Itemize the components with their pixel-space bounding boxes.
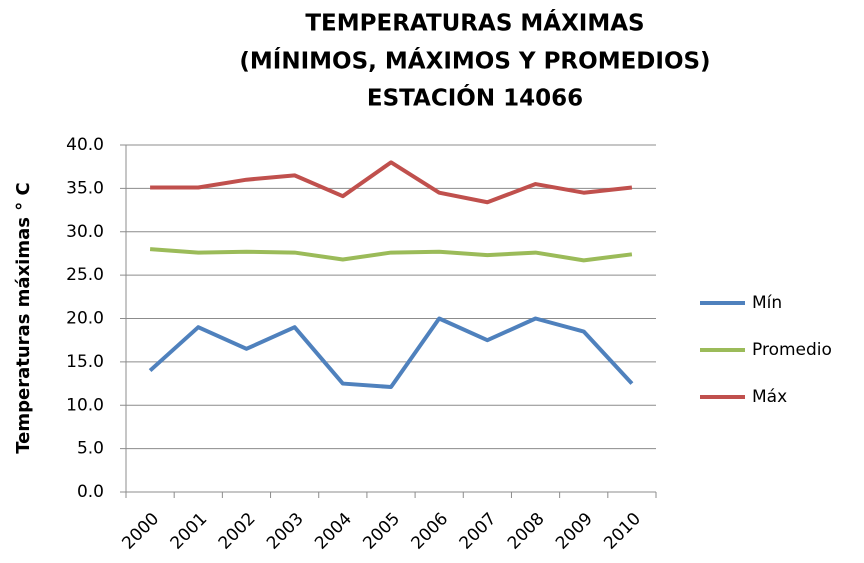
series-line (150, 160, 633, 205)
series-line (148, 316, 634, 390)
y-tick-label: 25.0 (66, 265, 104, 285)
y-tick-label: 20.0 (66, 309, 104, 329)
series-line (149, 247, 633, 263)
x-tick-label: 2001 (167, 509, 212, 554)
x-tick-label: 2010 (600, 509, 645, 554)
legend-label: Máx (752, 387, 787, 407)
legend-label: Mín (752, 293, 782, 313)
x-tick-label: 2004 (311, 509, 356, 554)
y-tick-label: 15.0 (66, 352, 104, 372)
y-axis-label: Temperaturas máximas ° C (13, 182, 34, 453)
x-tick-label: 2008 (504, 509, 549, 554)
x-tick-label: 2005 (359, 509, 404, 554)
y-tick-label: 40.0 (66, 135, 104, 155)
legend-label: Promedio (752, 340, 832, 360)
x-tick-label: 2002 (215, 509, 260, 554)
x-tick-label: 2006 (408, 509, 453, 554)
y-tick-label: 0.0 (77, 482, 104, 502)
chart-title: (MÍNIMOS, MÁXIMOS Y PROMEDIOS) (239, 47, 710, 75)
chart-title: ESTACIÓN 14066 (367, 84, 583, 112)
x-tick-label: 2009 (552, 509, 597, 554)
x-tick-label: 2007 (456, 509, 501, 554)
y-tick-label: 10.0 (66, 395, 104, 415)
chart-title: TEMPERATURAS MÁXIMAS (305, 9, 644, 37)
x-tick-label: 2000 (118, 509, 163, 554)
y-tick-label: 35.0 (66, 178, 104, 198)
x-tick-label: 2003 (263, 509, 308, 554)
y-tick-label: 30.0 (66, 222, 104, 242)
y-tick-label: 5.0 (77, 439, 104, 459)
